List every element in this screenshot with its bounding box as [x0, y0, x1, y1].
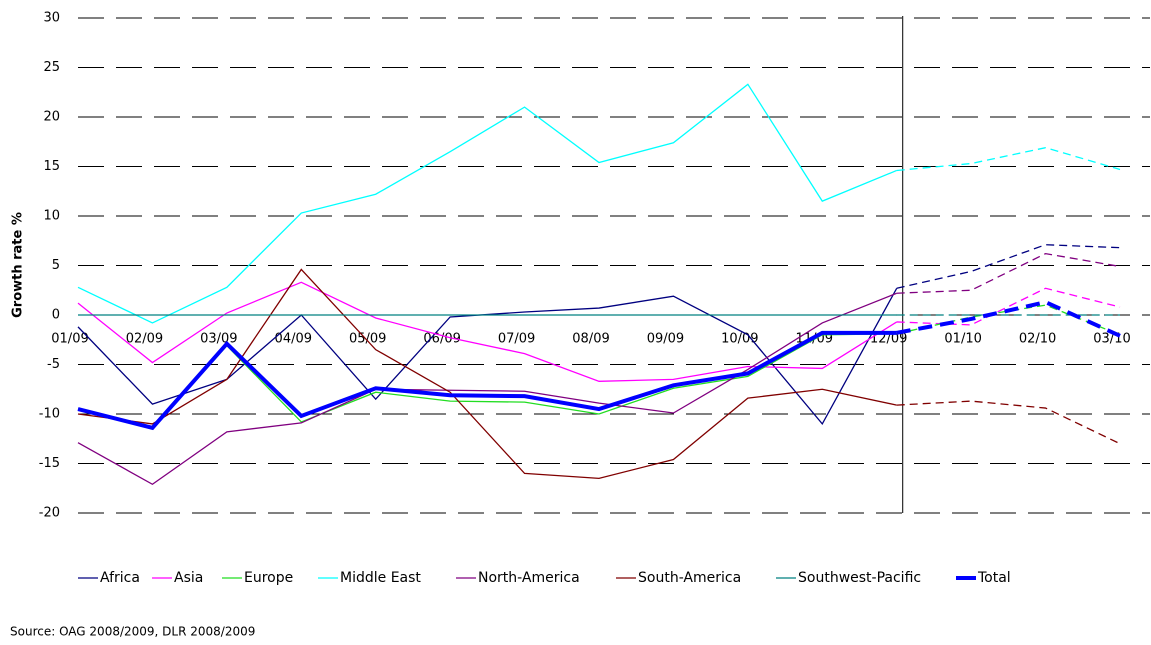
y-tick-label: 10	[43, 209, 60, 224]
y-tick-label: 25	[43, 60, 60, 75]
y-tick-label: -5	[47, 357, 60, 372]
series-line	[896, 147, 1121, 172]
legend-label: Asia	[174, 570, 203, 586]
x-tick-label: 12/09	[870, 332, 907, 347]
series-line	[77, 83, 897, 324]
legend-label: Middle East	[340, 570, 421, 586]
x-tick-label: 03/10	[1093, 332, 1130, 347]
series-line	[77, 292, 897, 486]
series-line	[77, 287, 898, 426]
legend-label: Total	[977, 570, 1011, 586]
y-tick-label: 15	[43, 159, 60, 174]
y-axis-label: Growth rate %	[11, 212, 26, 318]
series-line	[896, 244, 1121, 289]
legend-label: Southwest-Pacific	[798, 570, 921, 586]
series-line	[896, 287, 1121, 326]
x-tick-label: 03/09	[200, 332, 237, 347]
series-line	[77, 268, 897, 480]
y-tick-label: -10	[39, 407, 60, 422]
x-tick-label: 10/09	[721, 332, 758, 347]
x-tick-label: 05/09	[349, 332, 386, 347]
x-tick-label: 08/09	[572, 332, 609, 347]
series-line	[77, 333, 897, 430]
legend-label: Africa	[100, 570, 140, 586]
y-tick-label: 30	[43, 11, 60, 26]
x-tick-label: 04/09	[275, 332, 312, 347]
series-line	[896, 300, 1121, 338]
x-tick-label: 07/09	[498, 332, 535, 347]
y-tick-label: 0	[52, 308, 60, 323]
x-tick-label: 09/09	[647, 332, 684, 347]
y-tick-label: -20	[39, 506, 60, 521]
y-tick-label: 20	[43, 110, 60, 125]
legend-label: South-America	[638, 570, 741, 586]
series-line	[77, 330, 897, 431]
y-tick-label: 5	[52, 258, 60, 273]
x-tick-label: 02/10	[1019, 332, 1056, 347]
series-line	[896, 400, 1121, 445]
legend-label: North-America	[478, 570, 580, 586]
y-tick-label: -15	[39, 456, 60, 471]
x-tick-label: 02/09	[126, 332, 163, 347]
source-note: Source: OAG 2008/2009, DLR 2008/2009	[10, 625, 255, 639]
x-tick-label: 01/10	[944, 332, 981, 347]
legend-label: Europe	[244, 570, 293, 586]
series-line	[896, 252, 1121, 294]
x-tick-label: 01/09	[51, 332, 88, 347]
